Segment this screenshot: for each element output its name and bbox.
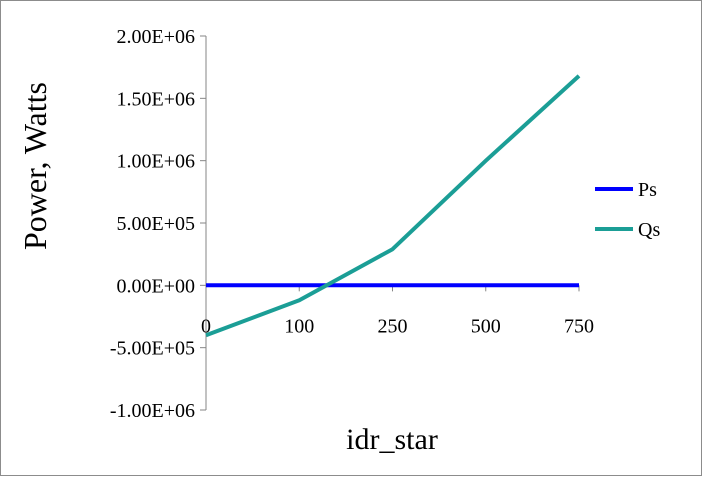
y-axis-title: Power, Watts <box>17 82 53 250</box>
x-tick-label: 500 <box>471 315 501 337</box>
legend: Ps Qs <box>595 179 660 241</box>
axes: 2.00E+06 1.50E+06 1.00E+06 5.00E+05 0.00E+00… <box>110 26 594 422</box>
y-tick-label: 1.00E+06 <box>117 151 196 173</box>
y-tick-label: 1.50E+06 <box>117 88 196 110</box>
series-line-qs <box>205 74 581 338</box>
legend-label-qs: Qs <box>638 219 660 241</box>
x-tick-label: 750 <box>564 315 594 337</box>
series-lines <box>205 74 581 338</box>
y-tick-label: 2.00E+06 <box>117 26 196 48</box>
y-tick-label: 0.00E+00 <box>117 275 196 297</box>
legend-label-ps: Ps <box>638 179 657 201</box>
y-tick-label: -5.00E+05 <box>110 338 195 360</box>
x-tick-label: 100 <box>284 315 314 337</box>
y-tick-label: 5.00E+05 <box>117 213 196 235</box>
x-tick-label: 0 <box>201 315 211 337</box>
x-tick-label: 250 <box>378 315 408 337</box>
x-axis-title: idr_star <box>346 423 438 456</box>
y-tick-label: -1.00E+06 <box>110 400 195 422</box>
